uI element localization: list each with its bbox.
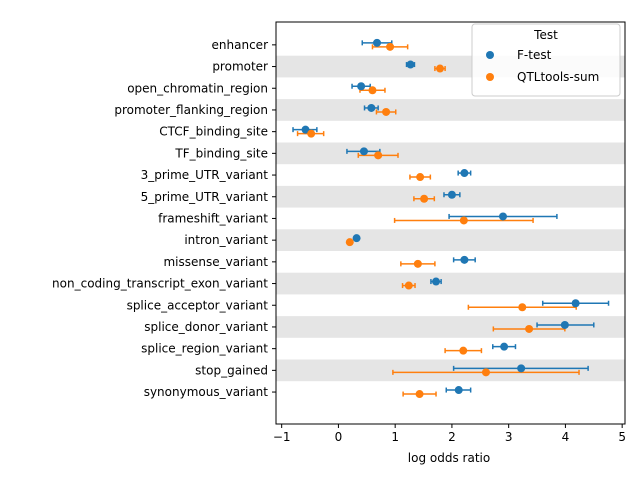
axes-frame xyxy=(275,21,626,425)
x-axis-ticks: −1 0 1 2 3 4 5 xyxy=(273,424,626,444)
x-tick-label: 4 xyxy=(562,430,570,444)
data-point xyxy=(525,324,534,333)
legend-entry: QTLtools-sum xyxy=(517,70,599,84)
data-point xyxy=(416,173,425,182)
data-point xyxy=(307,129,316,138)
data-point xyxy=(373,38,382,47)
x-tick-label: 1 xyxy=(391,430,399,444)
data-point xyxy=(517,364,526,373)
data-point xyxy=(367,103,376,112)
data-point xyxy=(460,255,469,264)
data-point xyxy=(386,42,395,51)
y-axis-ticks: enhancer promoter open_chromatin_regionpro… xyxy=(52,38,276,399)
data-point xyxy=(352,234,361,243)
y-tick-label: promoter_flanking_region xyxy=(114,103,268,117)
data-point xyxy=(459,216,468,225)
y-tick-label: promoter xyxy=(212,60,268,74)
legend: Test F-test QTLtools-sum xyxy=(471,23,621,97)
data-point xyxy=(357,82,366,91)
y-tick-label: stop_gained xyxy=(195,363,268,377)
data-point xyxy=(481,368,490,377)
x-tick-label: 0 xyxy=(335,430,343,444)
y-tick-label: missense_variant xyxy=(163,255,268,269)
data-point xyxy=(560,320,569,329)
data-point xyxy=(359,147,368,156)
row-band xyxy=(276,359,625,382)
legend-title: Test xyxy=(533,28,558,42)
y-tick-label: synonymous_variant xyxy=(144,385,269,399)
row-band xyxy=(276,272,625,295)
data-point xyxy=(345,238,354,247)
x-tick-label: 3 xyxy=(505,430,513,444)
data-point xyxy=(459,346,468,355)
data-point xyxy=(404,281,413,290)
data-point xyxy=(460,169,469,178)
x-axis-label: log odds ratio xyxy=(408,451,490,465)
error-bars xyxy=(292,40,610,397)
data-point xyxy=(382,107,391,116)
row-band xyxy=(276,142,625,165)
row-band xyxy=(276,99,625,121)
legend-entry: F-test xyxy=(517,48,552,62)
data-point xyxy=(436,64,445,73)
row-bands xyxy=(276,55,625,382)
y-tick-label: enhancer xyxy=(212,38,269,52)
y-tick-label: 5_prime_UTR_variant xyxy=(141,190,269,204)
y-tick-label: splice_acceptor_variant xyxy=(127,298,269,312)
data-point xyxy=(368,86,377,95)
y-tick-label: TF_binding_site xyxy=(174,146,268,160)
y-tick-label: splice_region_variant xyxy=(141,342,268,356)
y-tick-label: intron_variant xyxy=(184,233,268,247)
data-point xyxy=(406,60,415,69)
data-point xyxy=(420,194,429,203)
data-point xyxy=(500,342,509,351)
data-point xyxy=(301,125,310,134)
data-point xyxy=(415,390,424,399)
y-tick-label: 3_prime_UTR_variant xyxy=(141,168,269,182)
data-point xyxy=(447,190,456,199)
y-tick-label: open_chromatin_region xyxy=(127,81,268,95)
y-tick-label: CTCF_binding_site xyxy=(159,125,268,139)
legend-marker xyxy=(486,73,494,81)
row-band xyxy=(276,229,625,251)
legend-marker xyxy=(486,51,494,59)
y-tick-label: non_coding_transcript_exon_variant xyxy=(52,277,268,291)
y-tick-label: splice_donor_variant xyxy=(144,320,268,334)
y-tick-label: frameshift_variant xyxy=(158,211,268,225)
data-point xyxy=(374,151,383,160)
data-point xyxy=(413,259,422,268)
data-point xyxy=(454,386,463,395)
plot-frame xyxy=(275,21,626,425)
x-tick-label: 5 xyxy=(618,430,626,444)
data-points xyxy=(301,38,580,399)
data-point xyxy=(432,277,441,286)
x-tick-label: −1 xyxy=(273,430,291,444)
row-band xyxy=(276,316,625,338)
data-point xyxy=(498,212,507,221)
data-point xyxy=(571,299,580,308)
data-point xyxy=(518,303,527,312)
legend-box xyxy=(471,23,621,97)
x-tick-label: 2 xyxy=(448,430,456,444)
